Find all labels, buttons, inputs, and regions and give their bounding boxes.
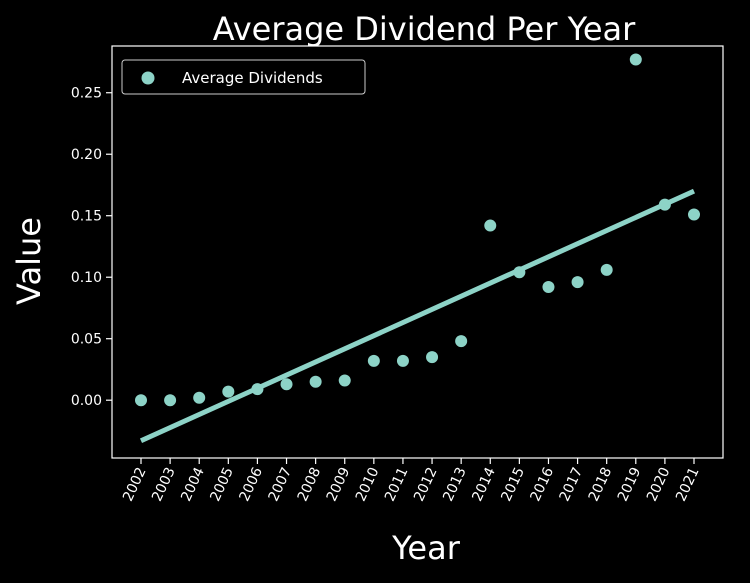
data-point [658, 198, 671, 211]
legend-marker [141, 71, 155, 85]
y-tick-label: 0.20 [71, 147, 102, 163]
data-point [135, 394, 147, 407]
y-tick-label: 0.10 [71, 270, 102, 286]
y-tick-label: 0.00 [71, 393, 102, 409]
data-point [455, 335, 468, 348]
data-point [309, 375, 322, 388]
x-axis-title: Year [391, 529, 461, 567]
data-point [164, 394, 177, 407]
y-tick-label: 0.05 [71, 332, 102, 348]
data-point [338, 374, 351, 387]
data-point [396, 354, 409, 367]
data-point [688, 208, 700, 221]
data-point [222, 385, 235, 398]
axes-frame [111, 45, 724, 459]
data-point [484, 219, 497, 232]
data-point [542, 281, 555, 294]
data-point [629, 53, 642, 66]
data-point [600, 263, 613, 276]
y-axis-title: Value [10, 217, 48, 305]
data-point [571, 276, 584, 289]
data-point [513, 266, 526, 279]
data-point [251, 383, 264, 396]
legend-frame [121, 59, 366, 95]
legend: Average Dividends [121, 59, 366, 95]
chart-title: Average Dividend Per Year [213, 10, 636, 48]
legend-label: Average Dividends [182, 69, 323, 87]
data-point [367, 354, 380, 367]
data-point [193, 391, 206, 404]
data-point [426, 351, 439, 364]
y-tick-label: 0.15 [71, 209, 102, 225]
data-point [280, 378, 293, 391]
trend-line [139, 188, 696, 444]
y-tick-label: 0.25 [71, 86, 102, 102]
